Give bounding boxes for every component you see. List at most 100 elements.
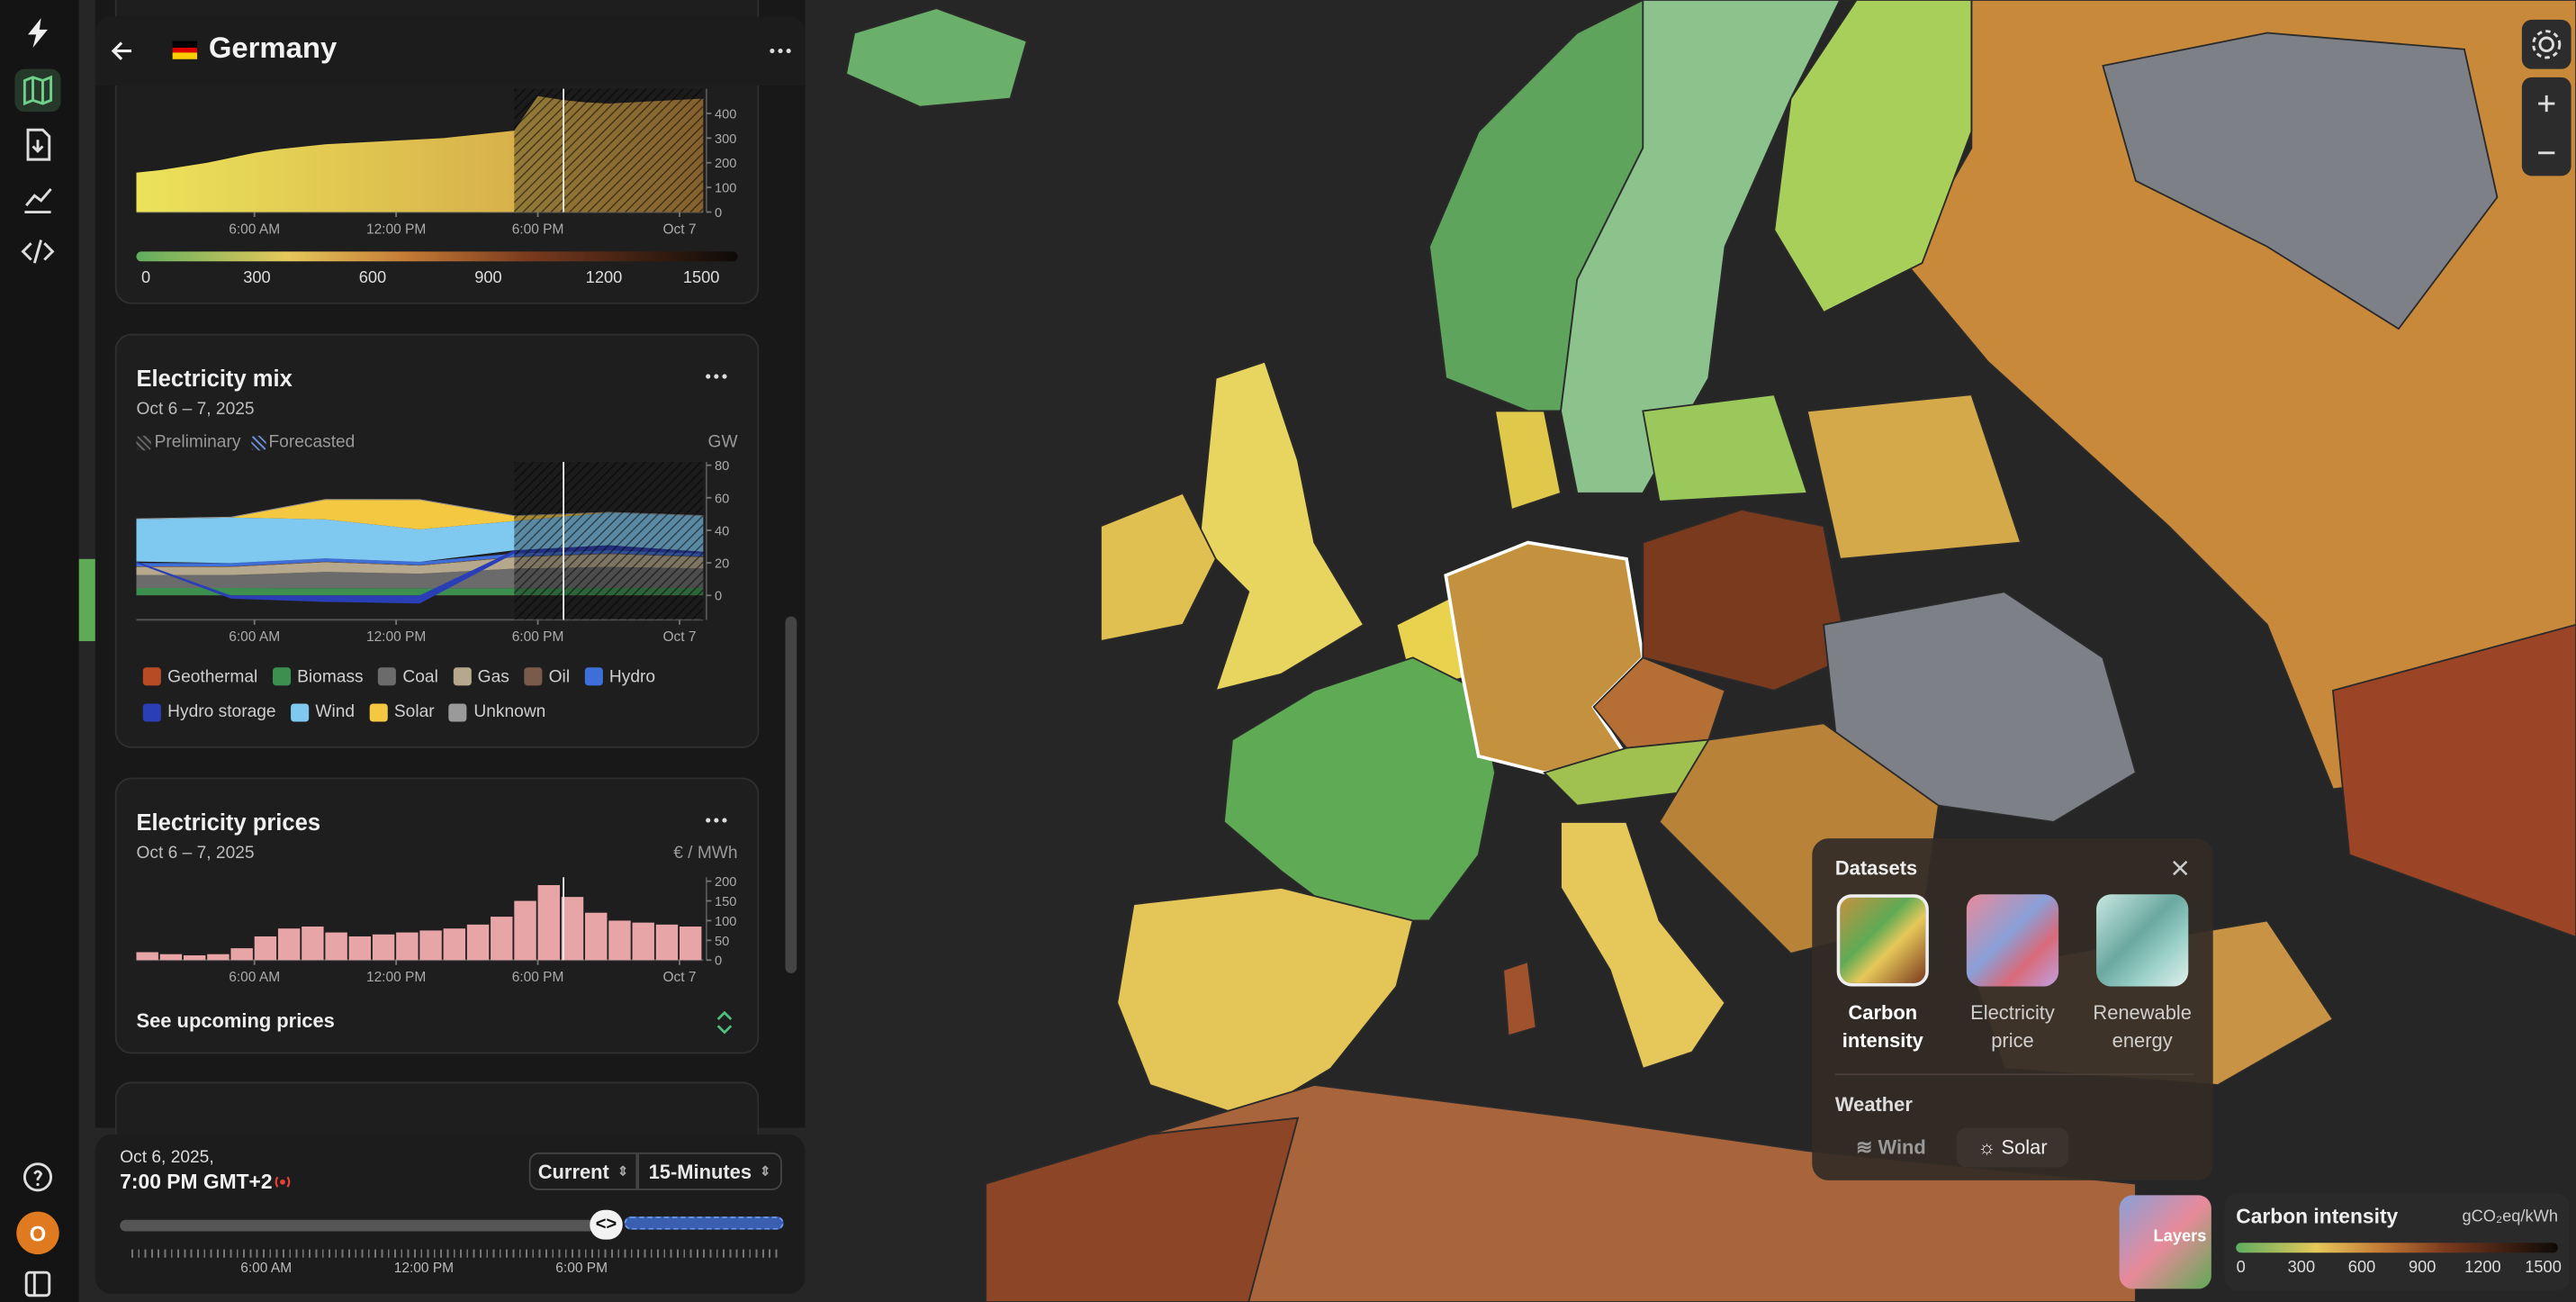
user-avatar[interactable]: O [16, 1211, 59, 1255]
timeline-tick-label: 6:00 PM [555, 1259, 608, 1276]
belarus[interactable] [1806, 393, 2022, 560]
mix-subtitle: Oct 6 – 7, 2025 [136, 399, 255, 420]
iceland[interactable] [844, 7, 1028, 108]
layers-button[interactable]: Layers [2119, 1195, 2211, 1289]
layout-icon[interactable] [18, 1266, 58, 1302]
datasets-title: Datasets [1834, 856, 1918, 880]
close-button[interactable] [2172, 860, 2188, 876]
map-icon[interactable] [18, 72, 58, 108]
scrollbar[interactable] [785, 616, 797, 973]
slider-handle[interactable]: <> [590, 1209, 623, 1240]
timeline: Oct 6, 2025, 7:00 PM GMT+2 Current ⇕ 15-M… [95, 1134, 806, 1294]
legend-swatch [524, 667, 543, 686]
zoom-in[interactable] [2538, 95, 2555, 113]
mix-notes: Preliminary Forecasted [136, 432, 355, 452]
legend-label: Solar [393, 701, 435, 722]
ireland[interactable] [1100, 492, 1217, 643]
mix-more[interactable] [705, 372, 728, 382]
prices-subtitle: Oct 6 – 7, 2025 [136, 843, 255, 863]
api-icon[interactable] [18, 233, 58, 269]
more-button[interactable] [769, 46, 792, 56]
spain[interactable] [1116, 887, 1414, 1119]
legend-swatch [142, 702, 161, 721]
legend-item: Solar [369, 701, 435, 722]
legend-label: Hydro [608, 666, 656, 687]
dataset-option-label: Electricity price [1970, 1000, 2055, 1053]
legend-title: Carbon intensity [2236, 1205, 2399, 1228]
legend-tick-label: 300 [2287, 1259, 2316, 1278]
weather-title: Weather [1834, 1093, 1913, 1117]
help-icon[interactable] [18, 1159, 58, 1195]
sardinia[interactable] [1502, 960, 1537, 1037]
map-edge [78, 558, 95, 642]
legend-swatch [584, 667, 603, 686]
prices-title: Electricity prices [136, 809, 321, 836]
legend-item: Hydro storage [142, 701, 276, 722]
region-no-data[interactable] [2102, 32, 2499, 330]
kazakhstan[interactable] [2331, 623, 2576, 938]
map-legend: Carbon intensity gCO₂eq/kWh 0 300 600 900 12… [2224, 1193, 2570, 1291]
dataset-option-label: Renewable energy [2093, 1000, 2192, 1053]
carbon-scale-bar [136, 251, 738, 262]
uk[interactable] [1198, 360, 1365, 692]
timeline-tick-label: 6:00 AM [240, 1259, 293, 1276]
chart-icon[interactable] [18, 181, 58, 217]
czechia[interactable] [1592, 656, 1726, 749]
datasets-panel: Datasets Weather ≋ Wind ☼ Solar Carbon i… [1812, 838, 2213, 1180]
logo[interactable] [18, 14, 58, 50]
see-upcoming-prices[interactable]: See upcoming prices [136, 1009, 335, 1033]
thumb-carbon[interactable] [1836, 894, 1929, 987]
map-nav-active[interactable] [14, 68, 61, 113]
solar-button[interactable]: ☼ Solar [1956, 1127, 2069, 1168]
mix-title: Electricity mix [136, 365, 293, 392]
download-icon[interactable] [18, 127, 58, 163]
divider [1834, 1073, 2193, 1076]
france[interactable] [1222, 656, 1496, 922]
prices-unit: € / MWh [673, 843, 738, 863]
baltics[interactable] [1642, 393, 1809, 502]
legend-label: Unknown [473, 701, 546, 722]
legend-label: Hydro storage [167, 701, 276, 722]
legend-label: Coal [402, 666, 438, 687]
flag [172, 41, 198, 59]
thumb-price[interactable] [1966, 894, 2059, 987]
back-button[interactable] [108, 38, 134, 64]
legend-bar [2236, 1243, 2558, 1253]
forecast-track[interactable] [624, 1216, 784, 1230]
prices-card: Electricity prices Oct 6 – 7, 2025 € / M… [114, 777, 760, 1054]
settings-button[interactable] [2521, 19, 2571, 69]
layers-label: Layers [2153, 1227, 2207, 1246]
italy[interactable] [1560, 820, 1726, 1070]
legend-tick-label: 1500 [2525, 1259, 2562, 1278]
legend-tick-label: 0 [2236, 1259, 2246, 1278]
sweden[interactable] [1560, 0, 1842, 494]
mix-unit: GW [707, 432, 738, 453]
legend-label: Wind [315, 701, 356, 722]
denmark[interactable] [1493, 410, 1563, 511]
dataset-option-label: Carbon intensity [1842, 1000, 1923, 1053]
timeline-ticks: 6:00 AM 12:00 PM 6:00 PM [95, 1260, 806, 1279]
germany[interactable] [1444, 540, 1645, 774]
legend-label: Gas [477, 666, 509, 687]
expand-icon[interactable] [715, 1009, 734, 1035]
poland[interactable] [1642, 509, 1850, 692]
legend-swatch [290, 702, 310, 721]
timeline-tick-label: 12:00 PM [393, 1259, 455, 1276]
country-name: Germany [208, 31, 338, 65]
morocco[interactable] [985, 1117, 1300, 1302]
legend-swatch [449, 702, 468, 721]
finland[interactable] [1773, 0, 1973, 314]
mode-select[interactable]: Current ⇕ [528, 1152, 638, 1190]
prices-more[interactable] [705, 816, 728, 826]
resolution-select[interactable]: 15-Minutes ⇕ [637, 1152, 782, 1190]
slider-track[interactable] [120, 1219, 597, 1232]
thumb-renewable[interactable] [2096, 894, 2189, 987]
wind-button[interactable]: ≋ Wind [1856, 1135, 1926, 1160]
mode-label: Current [537, 1160, 609, 1183]
legend-item: Gas [453, 666, 509, 686]
mix-legend: Geothermal Biomass Coal Gas Oil Hydro Hydro st… [142, 665, 751, 736]
live-icon [275, 1176, 291, 1188]
